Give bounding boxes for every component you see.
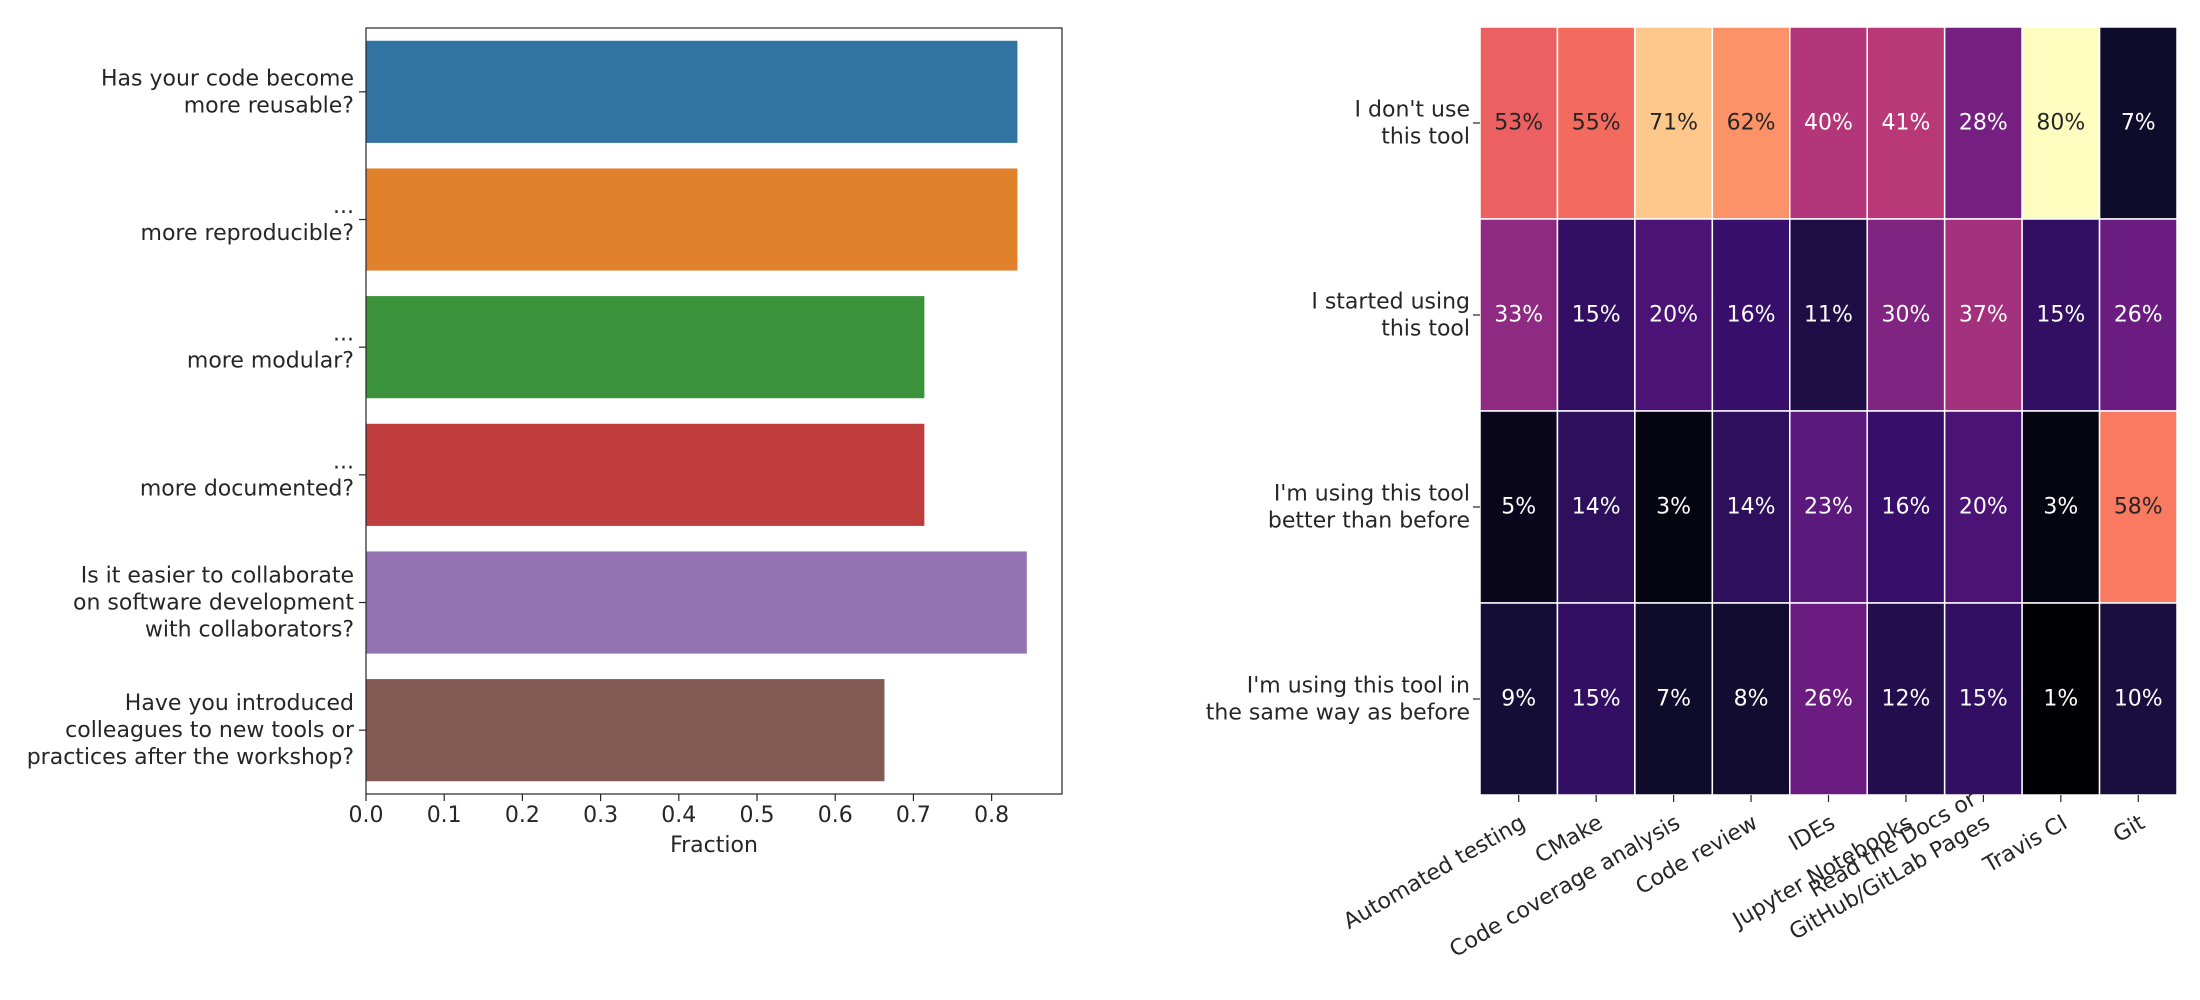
- y-tick-label: ... more reproducible?: [141, 194, 354, 246]
- cell-value-label: 20%: [1959, 495, 2008, 520]
- cell-value-label: 15%: [1572, 303, 1621, 328]
- heatmap-cell: [2098, 602, 2178, 796]
- bar: [366, 168, 1018, 271]
- cell-value-label: 40%: [1804, 111, 1853, 136]
- heatmap-cell: [2021, 410, 2101, 604]
- heatmap-cell: [1479, 602, 1559, 796]
- cell-value-label: 3%: [2043, 495, 2078, 520]
- cell-value-label: 11%: [1804, 303, 1853, 328]
- cell-value-label: 71%: [1649, 111, 1698, 136]
- heatmap-cell: [1711, 602, 1791, 796]
- heatmap-cell: [2021, 26, 2101, 220]
- heatmap-cell: [2021, 218, 2101, 412]
- heatmap-cell: [1943, 218, 2023, 412]
- plot-frame: [365, 27, 1063, 795]
- x-tick-label: 0.3: [583, 803, 618, 828]
- y-tick-label: ... more documented?: [140, 449, 354, 501]
- cell-value-label: 33%: [1494, 303, 1543, 328]
- row-label: I don't use this tool: [1355, 97, 1470, 149]
- cell-value-label: 10%: [2114, 687, 2163, 712]
- cell-value-label: 53%: [1494, 111, 1543, 136]
- heatmap-cell: [1479, 410, 1559, 604]
- bar: [366, 551, 1027, 654]
- bar: [366, 423, 925, 526]
- cell-value-label: 26%: [1804, 687, 1853, 712]
- cell-value-label: 7%: [1656, 687, 1691, 712]
- heatmap-cell: [1866, 218, 1946, 412]
- cell-value-label: 41%: [1881, 111, 1930, 136]
- heatmap-cell: [1479, 26, 1559, 220]
- heatmap-cell: [1943, 410, 2023, 604]
- cell-value-label: 30%: [1881, 303, 1930, 328]
- cell-value-label: 12%: [1881, 687, 1930, 712]
- bar: [366, 40, 1018, 143]
- cell-value-label: 7%: [2121, 111, 2156, 136]
- heatmap-cell: [2098, 26, 2178, 220]
- cell-value-label: 62%: [1727, 111, 1776, 136]
- cell-value-label: 58%: [2114, 495, 2163, 520]
- cell-value-label: 1%: [2043, 687, 2078, 712]
- cell-value-label: 20%: [1649, 303, 1698, 328]
- row-label: I'm using this tool better than before: [1268, 481, 1470, 533]
- x-tick-label: 0.1: [427, 803, 462, 828]
- y-tick-label: Has your code become more reusable?: [101, 66, 354, 118]
- y-tick-label: ... more modular?: [187, 321, 354, 373]
- x-tick-label: 0.5: [740, 803, 775, 828]
- x-tick-label: 0.6: [818, 803, 853, 828]
- cell-value-label: 80%: [2036, 111, 2085, 136]
- heatmap-cell: [1479, 218, 1559, 412]
- row-label: I'm using this tool in the same way as be…: [1206, 673, 1470, 725]
- x-tick-label: 0.4: [661, 803, 696, 828]
- cell-value-label: 15%: [1572, 687, 1621, 712]
- heatmap-cell: [1556, 602, 1636, 796]
- cell-value-label: 16%: [1727, 303, 1776, 328]
- heatmap-cell: [1789, 602, 1868, 796]
- y-tick-label: Is it easier to collaborate on software d…: [73, 563, 354, 642]
- heatmap-cell: [1943, 602, 2023, 796]
- cell-value-label: 28%: [1959, 111, 2008, 136]
- column-label: Git: [2109, 810, 2149, 848]
- cell-value-label: 26%: [2114, 303, 2163, 328]
- x-tick-label: 0.7: [896, 803, 931, 828]
- heatmap-cell: [2098, 410, 2178, 604]
- cell-value-label: 23%: [1804, 495, 1853, 520]
- heatmap-cell: [1711, 410, 1791, 604]
- heatmap-cell: [1556, 218, 1636, 412]
- bar-chart-panel: Has your code become more reusable? ... mor…: [27, 27, 1063, 858]
- column-label: Travis CI: [1979, 810, 2072, 878]
- x-axis-label: Fraction: [670, 833, 758, 858]
- heatmap-cell: [1789, 410, 1868, 604]
- bar: [366, 679, 885, 782]
- heatmap-cell: [1634, 26, 1714, 220]
- column-label: IDEs: [1785, 810, 1840, 856]
- row-label: I started using this tool: [1311, 289, 1470, 341]
- bar: [366, 296, 925, 399]
- x-tick-label: 0.8: [974, 803, 1009, 828]
- heatmap-cell: [2098, 218, 2178, 412]
- cell-value-label: 5%: [1501, 495, 1536, 520]
- y-tick-label: Have you introduced colleagues to new too…: [27, 691, 355, 770]
- cell-value-label: 14%: [1572, 495, 1621, 520]
- cell-value-label: 16%: [1881, 495, 1930, 520]
- heatmap-cell: [1556, 26, 1636, 220]
- cell-value-label: 37%: [1959, 303, 2008, 328]
- column-label: Read the Docs orGitHub/GitLab Pages: [1772, 787, 1995, 946]
- heatmap-cell: [1634, 410, 1714, 604]
- cell-value-label: 9%: [1501, 687, 1536, 712]
- cell-value-label: 8%: [1734, 687, 1769, 712]
- cell-value-label: 14%: [1727, 495, 1776, 520]
- cell-value-label: 3%: [1656, 495, 1691, 520]
- heatmap-cell: [1866, 26, 1946, 220]
- cell-value-label: 15%: [1959, 687, 2008, 712]
- x-tick-label: 0.0: [349, 803, 384, 828]
- cell-value-label: 55%: [1572, 111, 1621, 136]
- heatmap-panel: 53% 55% 71% 62% 40% 41% 28% 80% 7% 33% 15% 20% 16% 11…: [1206, 26, 2178, 963]
- heatmap-cell: [2021, 602, 2101, 796]
- cell-value-label: 15%: [2036, 303, 2085, 328]
- x-tick-label: 0.2: [505, 803, 540, 828]
